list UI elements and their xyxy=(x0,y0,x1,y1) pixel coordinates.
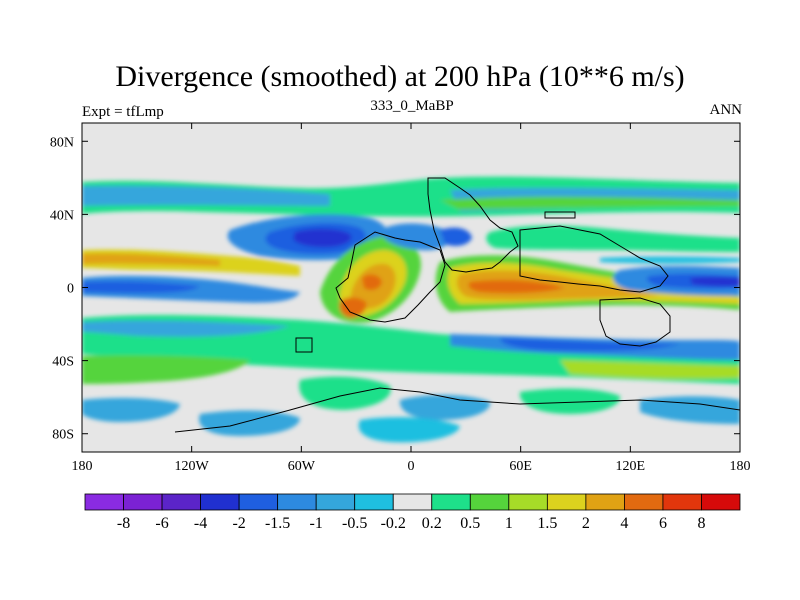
colorbar-swatch xyxy=(200,493,240,511)
y-tick-label: 40N xyxy=(50,208,74,223)
antarctica-coast xyxy=(174,387,740,433)
y-tick-label: 0 xyxy=(67,282,74,297)
colorbar-label: 4 xyxy=(620,515,628,532)
colorbar-swatch xyxy=(123,493,163,511)
colorbar-label: 6 xyxy=(659,515,667,532)
y-tick-label: 40S xyxy=(52,355,74,370)
colorbar-label: -8 xyxy=(117,515,130,532)
south-america-coast xyxy=(335,231,446,323)
colorbar-swatch xyxy=(238,493,279,511)
colorbar-swatch xyxy=(546,493,587,511)
colorbar-swatch xyxy=(161,493,201,511)
y-axis: 80N 40N 0 40S 80S xyxy=(50,135,740,443)
colorbar-label: -2 xyxy=(232,515,245,532)
colorbar-label: 8 xyxy=(697,515,705,532)
colorbar-swatch xyxy=(392,493,433,511)
y-tick-label: 80S xyxy=(52,428,74,443)
x-tick-label: 180 xyxy=(72,459,93,474)
colorbar-label: 1 xyxy=(505,515,513,532)
australia-coast xyxy=(599,297,671,347)
x-tick-label: 120E xyxy=(616,459,646,474)
colorbar-swatch xyxy=(508,493,548,511)
x-tick-label: 0 xyxy=(408,459,415,474)
map-title: Divergence (smoothed) at 200 hPa (10**6 … xyxy=(115,60,685,93)
arctic-island-coast xyxy=(544,211,576,219)
colorbar-label: -6 xyxy=(155,515,168,532)
colorbar-swatch xyxy=(84,493,124,511)
colorbar-label: 0.5 xyxy=(460,515,480,532)
x-axis: 180 120W 60W 0 60E 120E 180 xyxy=(72,123,751,474)
colorbar-label: -4 xyxy=(194,515,207,532)
colorbar-label: 1.5 xyxy=(537,515,557,532)
case-label: 333_0_MaBP xyxy=(370,98,454,114)
colorbar-label: -1 xyxy=(310,515,323,532)
y-tick-label: 80N xyxy=(50,135,74,150)
colorbar-label: -1.5 xyxy=(265,515,290,532)
x-tick-label: 60W xyxy=(288,459,316,474)
experiment-label: Expt = tfLmp xyxy=(82,104,164,120)
colorbar-label: 0.2 xyxy=(422,515,442,532)
colorbar-swatch xyxy=(662,493,702,511)
asia-coast xyxy=(519,225,669,293)
colorbar-swatch xyxy=(277,493,317,511)
x-tick-label: 180 xyxy=(730,459,751,474)
colorbar-swatch xyxy=(431,493,471,511)
colorbar-label: 2 xyxy=(582,515,590,532)
colorbar-swatch xyxy=(624,493,664,511)
colorbar-swatch xyxy=(701,493,741,511)
colorbar-label: -0.5 xyxy=(342,515,367,532)
colorbar-label: -0.2 xyxy=(381,515,406,532)
map-plot-area xyxy=(82,123,740,452)
season-label: ANN xyxy=(709,102,743,118)
colorbar-swatch xyxy=(469,493,510,511)
x-tick-label: 60E xyxy=(509,459,532,474)
colorbar-swatch xyxy=(354,493,394,511)
colorbar-swatch xyxy=(315,493,356,511)
x-tick-label: 120W xyxy=(175,459,210,474)
colorbar: -8 -6 -4 -2 -1.5 -1 -0.5 -0.2 0.2 0.5 1 1.5 2 4 6 8 xyxy=(84,493,741,532)
colorbar-swatch xyxy=(585,493,625,511)
africa-europe-coast xyxy=(427,177,519,273)
coastlines xyxy=(174,177,740,433)
island-coast xyxy=(295,337,313,353)
divergence-field xyxy=(82,176,740,443)
